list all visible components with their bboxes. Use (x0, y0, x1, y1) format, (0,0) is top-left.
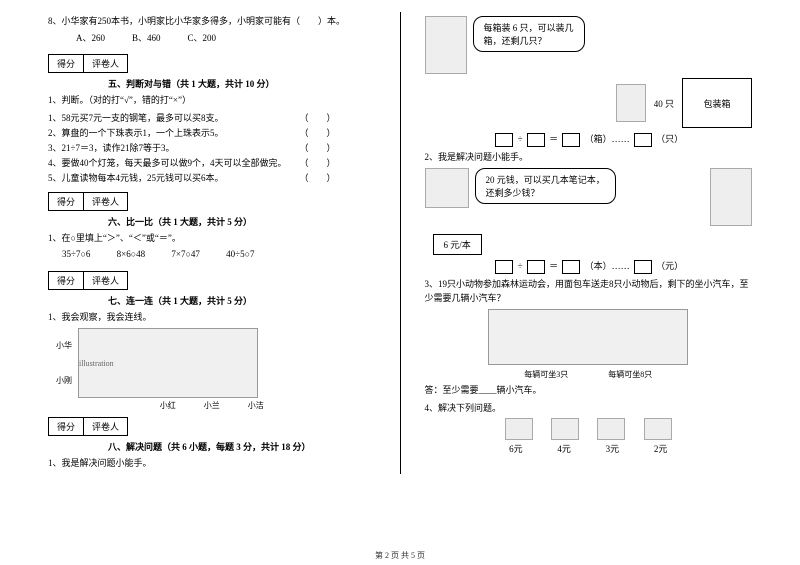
q3-text: 3、19只小动物参加森林运动会，用面包车送走8只小动物后，剩下的坐小汽车，至少需… (425, 278, 753, 305)
candy-icon (644, 418, 672, 440)
grader-label: 评卷人 (84, 55, 127, 72)
package-box: 包装箱 (682, 78, 752, 128)
icecream-icon (597, 418, 625, 440)
q1-count: 40 只 (654, 97, 674, 110)
score-box-6: 得分 评卷人 (48, 192, 128, 211)
drink-icon (551, 418, 579, 440)
score-label: 得分 (49, 272, 84, 289)
q4-prices: 6元 4元 3元 2元 (425, 442, 753, 455)
sec5-item-2: 2、算盘的一个下珠表示1，一个上珠表示5。（ ） (48, 126, 376, 139)
q3-answer: 答：至少需要____辆小汽车。 (425, 384, 753, 398)
section-8-title: 八、解决问题（共 6 小题，每题 3 分，共计 18 分） (108, 440, 376, 453)
q2-bubble: 20 元钱，可以买几本笔记本， 还剩多少钱？ (475, 168, 616, 204)
grader-label: 评卷人 (84, 272, 127, 289)
section-6-title: 六、比一比（共 1 大题，共计 5 分） (108, 215, 376, 228)
q4-lead: 4、解决下列问题。 (425, 402, 753, 416)
q4-items (425, 418, 753, 440)
q2-equation: ÷ ＝ （本）…… （元） (425, 259, 753, 274)
grader-label: 评卷人 (84, 418, 127, 435)
score-label: 得分 (49, 418, 84, 435)
fig-label-top1: 小华 (56, 340, 72, 351)
sec5-item-5: 5、儿童读物每本4元钱，25元钱可以买6本。（ ） (48, 171, 376, 184)
grader-label: 评卷人 (84, 193, 127, 210)
girl-icon (425, 16, 467, 74)
notebook-icon (425, 168, 469, 208)
q1-equation: ÷ ＝ （箱）…… （只） (425, 132, 753, 147)
sec5-item-4: 4、要做40个灯笼，每天最多可以做9个，4天可以全部做完。（ ） (48, 156, 376, 169)
q2-lead: 2、我是解决问题小能手。 (425, 151, 753, 165)
q3-figure: 每辆可坐3只 每辆可坐8只 (425, 309, 753, 380)
sec8-lead: 1、我是解决问题小能手。 (48, 457, 376, 471)
connect-figure: illustration (78, 328, 258, 398)
fig-label-top2: 小刚 (56, 375, 72, 386)
toy-icon (616, 84, 646, 122)
connect-figure-labels: 小红 小兰 小洁 (48, 400, 376, 411)
sec6-items: 35÷7○6 8×6○48 7×7○47 40÷5○7 (62, 248, 376, 262)
sec5-lead: 1、判断。（对的打“√”，错的打“×”） (48, 94, 376, 108)
sec5-item-1: 1、58元买7元一支的钢笔，最多可以买8支。（ ） (48, 111, 376, 124)
score-label: 得分 (49, 193, 84, 210)
section-5-title: 五、判断对与错（共 1 大题，共计 10 分） (108, 77, 376, 90)
q1-bubble: 每箱装 6 只，可以装几 箱，还剩几只？ (473, 16, 585, 52)
sec5-item-3: 3、21÷7＝3，读作21除7等于3。（ ） (48, 141, 376, 154)
q8-options: A、260 B、460 C、200 (76, 32, 376, 46)
score-label: 得分 (49, 55, 84, 72)
score-box-7: 得分 评卷人 (48, 271, 128, 290)
score-box-5: 得分 评卷人 (48, 54, 128, 73)
sec7-lead: 1、我会观察，我会连线。 (48, 311, 376, 325)
burger-icon (505, 418, 533, 440)
section-7-title: 七、连一连（共 1 大题，共计 5 分） (108, 294, 376, 307)
q2-price: 6 元/本 (433, 234, 482, 255)
q8-text: 8、小华家有250本书，小明家比小华家多得多，小明家可能有（ ）本。 (48, 15, 376, 29)
page-footer: 第 2 页 共 5 页 (0, 550, 800, 561)
score-box-8: 得分 评卷人 (48, 417, 128, 436)
girl2-icon (710, 168, 752, 226)
sec6-lead: 1、在○里填上“＞”、“＜”或“＝”。 (48, 232, 376, 246)
